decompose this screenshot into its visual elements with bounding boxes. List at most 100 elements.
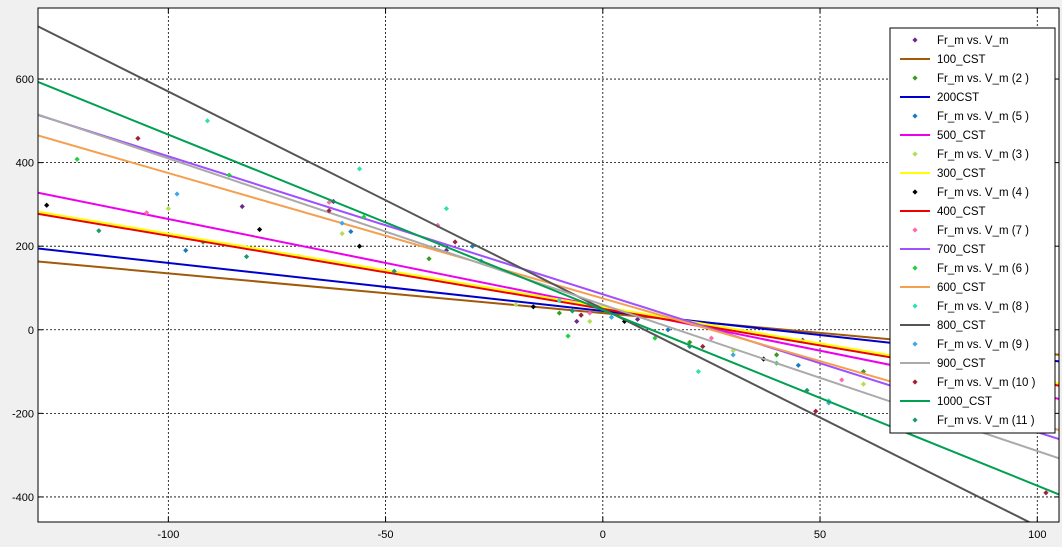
data-point [348, 228, 354, 235]
legend-swatch-marker [912, 303, 918, 309]
legend-swatch-marker [912, 265, 918, 271]
y-tick-label: 0 [28, 325, 34, 337]
data-point [665, 327, 671, 333]
fit-line-800_CST [38, 25, 1032, 522]
legend-swatch-marker [912, 113, 918, 119]
x-tick-label: 50 [814, 529, 826, 541]
data-point [243, 254, 250, 260]
legend-entry-label: 400_CST [937, 206, 986, 218]
data-point [569, 308, 575, 314]
data-point [687, 339, 693, 345]
data-point [813, 408, 819, 414]
data-point [1043, 490, 1049, 496]
legend-entry-label: Fr_m vs. V_m (9 ) [937, 339, 1029, 351]
data-point [634, 316, 641, 322]
data-point [356, 243, 363, 249]
data-point [804, 387, 810, 393]
legend-swatch-marker [912, 379, 918, 385]
data-point [426, 256, 432, 262]
data-point [339, 231, 345, 237]
fit-line-400_CST [38, 212, 1059, 387]
data-point [74, 156, 80, 162]
legend-entry-label: 300_CST [937, 168, 986, 180]
data-point [839, 377, 845, 383]
fit-line-100_CST [38, 260, 1059, 356]
data-point [452, 239, 458, 245]
fit-line-700_CST [38, 114, 1059, 441]
axis-ticks: -100 -50 0 50 100 -400 -200 0 200 400 600 [12, 8, 1059, 541]
legend-swatch-marker [912, 189, 918, 195]
data-point [556, 297, 562, 304]
data-point [530, 304, 536, 310]
data-point [687, 343, 693, 350]
data-point [587, 318, 593, 325]
data-point [608, 314, 615, 320]
y-tick-label: -200 [12, 408, 34, 420]
legend-box [889, 27, 1056, 434]
legend-entry-label: 900_CST [937, 358, 986, 370]
data-point [144, 210, 150, 216]
data-point [574, 318, 580, 325]
data-point [356, 166, 363, 172]
data-point [587, 310, 593, 316]
data-point [326, 208, 332, 214]
data-point [700, 343, 706, 350]
data-point [204, 118, 211, 124]
legend-entry-label: Fr_m vs. V_m (7 ) [937, 225, 1029, 237]
x-tick-label: -50 [378, 529, 394, 541]
data-point [652, 335, 658, 341]
data-point [239, 203, 245, 210]
data-point [730, 348, 736, 354]
data-point [443, 205, 449, 212]
data-point [708, 335, 715, 341]
legend-swatch-marker [912, 37, 918, 43]
legend-entry-label: Fr_m vs. V_m (11 ) [937, 415, 1035, 427]
legend-entry-label: 500_CST [937, 130, 986, 142]
fit-line-500_CST [38, 191, 1059, 400]
legend-swatch-marker [912, 417, 918, 423]
data-point [339, 220, 345, 226]
data-point [391, 268, 397, 274]
legend-entry-label: Fr_m vs. V_m (6 ) [937, 263, 1029, 275]
data-point [361, 214, 367, 220]
legend-entry-label: Fr_m vs. V_m (4 ) [937, 187, 1029, 199]
legend-entry-label: Fr_m vs. V_m (5 ) [937, 111, 1029, 123]
plot-area [37, 7, 1060, 523]
y-tick-label: -400 [12, 492, 34, 504]
data-point [44, 202, 50, 208]
legend-entry-label: Fr_m vs. V_m (8 ) [937, 301, 1029, 313]
fit-line-900_CST [38, 113, 1059, 460]
data-point [860, 368, 867, 375]
x-tick-label: 100 [1028, 529, 1046, 541]
legend[interactable]: Fr_m vs. V_m 100_CST Fr_m vs. V_m (2 ) 200C… [889, 27, 1056, 434]
data-point [226, 172, 232, 178]
data-point [578, 312, 584, 318]
legend-entry-label: 1000_CST [937, 396, 992, 408]
y-tick-label: 600 [16, 74, 34, 86]
data-point [183, 247, 189, 253]
data-point [860, 381, 867, 387]
legend-entry-label: 700_CST [937, 244, 986, 256]
y-tick-label: 200 [16, 241, 34, 253]
data-point [826, 400, 832, 406]
x-tick-label: 0 [600, 529, 606, 541]
data-point [96, 228, 102, 234]
x-tick-label: -100 [157, 529, 179, 541]
legend-entry-label: 200CST [937, 92, 979, 104]
data-point [174, 191, 180, 197]
data-point [795, 362, 801, 368]
data-point [773, 352, 780, 358]
series-layer [38, 25, 1059, 522]
fit-line-1000_CST [38, 81, 1059, 496]
fit-line-300_CST [38, 210, 1059, 385]
legend-swatch-marker [912, 341, 918, 347]
data-point [443, 247, 449, 253]
data-point [165, 205, 171, 212]
data-point [556, 310, 562, 316]
legend-entry-label: Fr_m vs. V_m (3 ) [937, 149, 1029, 161]
data-point [565, 333, 571, 339]
legend-entry-label: Fr_m vs. V_m (10 ) [937, 377, 1036, 389]
legend-swatch-marker [912, 151, 918, 157]
